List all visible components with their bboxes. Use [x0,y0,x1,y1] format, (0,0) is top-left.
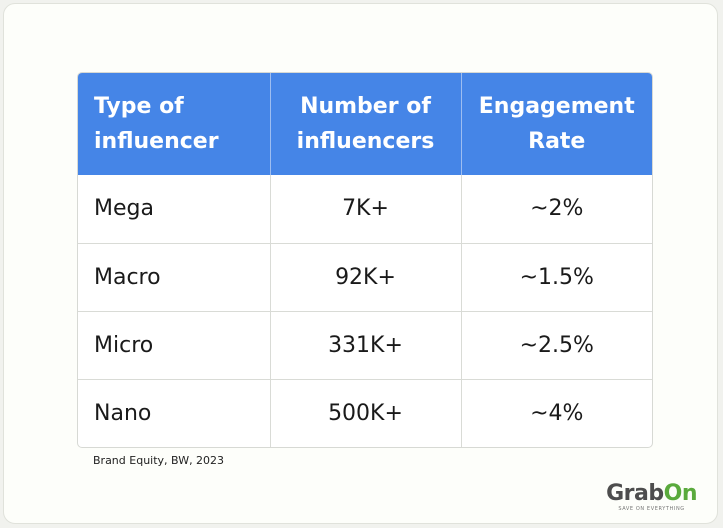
cell-engagement: ~1.5% [461,243,652,312]
cell-engagement: ~2% [461,175,652,244]
cell-type: Macro [78,243,271,312]
cell-engagement: ~4% [530,400,584,426]
cell-count: 92K+ [270,243,462,312]
logo-wordmark: GrabOn [606,482,697,506]
cell-engagement: ~2.5% [461,311,652,380]
logo-text-main: Grab [606,481,664,506]
table-row: Nano 500K+ ~4% [78,379,652,447]
cell-count: 500K+ [270,379,462,447]
cell-count: 331K+ [270,311,462,380]
cell-type: Mega [78,175,271,244]
grabon-logo: GrabOn SAVE ON EVERYTHING [606,482,697,513]
source-note: Brand Equity, BW, 2023 [93,454,225,467]
cell-count: 7K+ [270,175,462,244]
card: Type of influencer Number of influencers… [3,3,718,524]
cell-type: Nano [78,379,271,447]
cell-type: Micro [78,311,271,380]
logo-text-accent: On [663,481,698,506]
header-row: Type of influencer Number of influencers… [78,73,652,175]
data-table: Type of influencer Number of influencers… [77,72,653,448]
logo-tagline: SAVE ON EVERYTHING [618,506,685,512]
table-row: Macro 92K+ ~1.5% [78,243,652,312]
influencer-table: Type of influencer Number of influencers… [78,73,652,447]
table-row: Mega 7K+ ~2% [78,175,652,244]
column-header-count: Number of influencers [270,73,462,175]
column-header-engagement: Engagement Rate [461,73,652,175]
table-row: Micro 331K+ ~2.5% [78,311,652,380]
column-header-type: Type of influencer [78,73,271,175]
